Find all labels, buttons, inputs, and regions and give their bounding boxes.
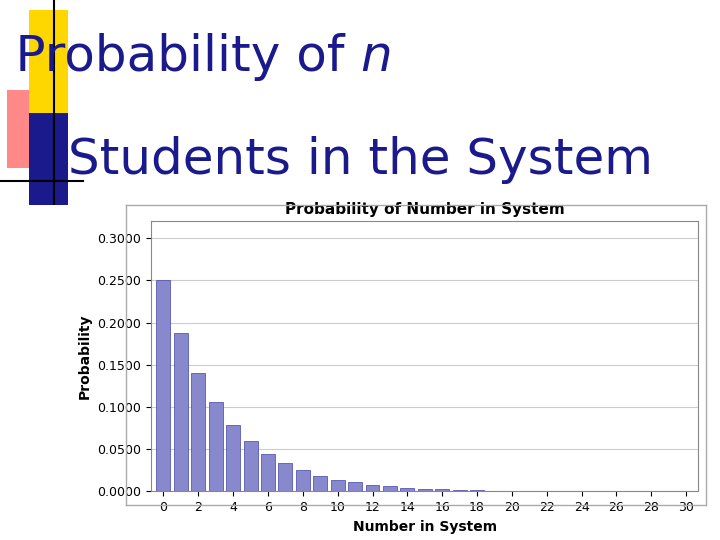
Bar xyxy=(7,90,36,168)
Bar xyxy=(192,373,205,491)
Bar xyxy=(470,490,484,491)
Bar xyxy=(487,490,501,491)
Bar xyxy=(226,424,240,491)
Bar xyxy=(29,10,68,113)
Bar xyxy=(383,487,397,491)
Bar xyxy=(174,333,188,491)
Bar xyxy=(330,480,345,491)
Bar xyxy=(279,463,292,491)
Text: Single Server: Probability of: Single Server: Probability of xyxy=(0,33,360,82)
Text: n: n xyxy=(360,33,392,82)
Bar xyxy=(209,402,222,491)
Bar xyxy=(296,470,310,491)
Bar xyxy=(453,490,467,491)
Bar xyxy=(400,488,414,491)
Bar xyxy=(348,483,362,491)
Bar xyxy=(418,489,432,491)
Bar xyxy=(436,489,449,491)
Bar xyxy=(313,476,327,491)
Text: Students in the System: Students in the System xyxy=(68,136,652,184)
Bar xyxy=(243,441,258,491)
Title: Probability of Number in System: Probability of Number in System xyxy=(285,202,564,218)
Bar xyxy=(156,280,171,491)
Y-axis label: Probability: Probability xyxy=(78,314,92,399)
Bar xyxy=(29,113,68,205)
Bar xyxy=(366,485,379,491)
X-axis label: Number in System: Number in System xyxy=(353,519,497,534)
Bar xyxy=(261,454,275,491)
